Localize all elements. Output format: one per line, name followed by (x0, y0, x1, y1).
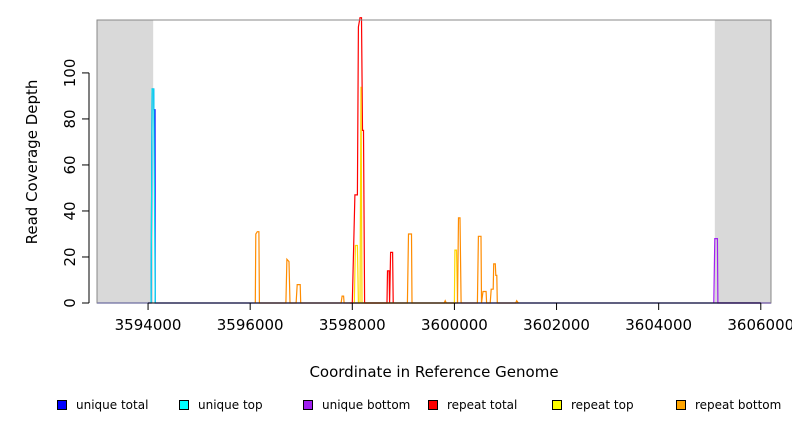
legend-label: repeat top (571, 398, 634, 412)
legend-item-repeat-total: repeat total (428, 398, 517, 412)
axis-layer: 3594000 3596000 3598000 3600000 3602000 36040… (61, 19, 792, 334)
legend: unique total unique top unique bottom repea… (0, 398, 792, 420)
y-tick-label-3: 60 (61, 155, 79, 174)
legend-swatch (552, 400, 562, 410)
series-repeat-total (349, 17, 394, 304)
legend-label: repeat bottom (695, 398, 782, 412)
shaded-region-layer (97, 20, 771, 303)
legend-swatch (303, 400, 313, 410)
legend-swatch (57, 400, 67, 410)
series-layer (97, 17, 771, 304)
y-tick-label-2: 40 (61, 201, 79, 220)
legend-item-unique-bottom: unique bottom (303, 398, 410, 412)
legend-label: unique total (76, 398, 149, 412)
x-tick-label-6: 3606000 (727, 316, 792, 334)
legend-item-repeat-bottom: repeat bottom (676, 398, 781, 412)
y-axis-title: Read Coverage Depth (23, 80, 41, 245)
series-repeat-bottom (254, 217, 519, 304)
x-axis-title: Coordinate in Reference Genome (309, 363, 558, 381)
x-tick-label-3: 3600000 (421, 316, 488, 334)
x-tick-label-4: 3602000 (523, 316, 590, 334)
series-unique-top (150, 88, 156, 304)
legend-swatch (676, 400, 686, 410)
plot-frame (96, 19, 772, 304)
shaded-region-1 (714, 20, 771, 303)
x-tick-label-1: 3596000 (217, 316, 284, 334)
legend-item-repeat-top: repeat top (552, 398, 634, 412)
legend-label: unique bottom (322, 398, 411, 412)
y-tick-label-0: 0 (61, 298, 79, 308)
legend-label: unique top (198, 398, 263, 412)
legend-label: repeat total (447, 398, 518, 412)
x-tick-label-0: 3594000 (115, 316, 182, 334)
legend-item-unique-total: unique total (57, 398, 148, 412)
series-repeat-top (353, 86, 459, 304)
x-tick-label-2: 3598000 (319, 316, 386, 334)
legend-swatch (179, 400, 189, 410)
shaded-region-0 (97, 20, 154, 303)
x-tick-label-5: 3604000 (625, 316, 692, 334)
y-tick-label-1: 20 (61, 247, 79, 266)
legend-swatch (428, 400, 438, 410)
legend-item-unique-top: unique top (179, 398, 263, 412)
y-tick-label-4: 80 (61, 109, 79, 128)
y-tick-label-5: 100 (61, 59, 79, 88)
series-unique-total (97, 88, 771, 304)
